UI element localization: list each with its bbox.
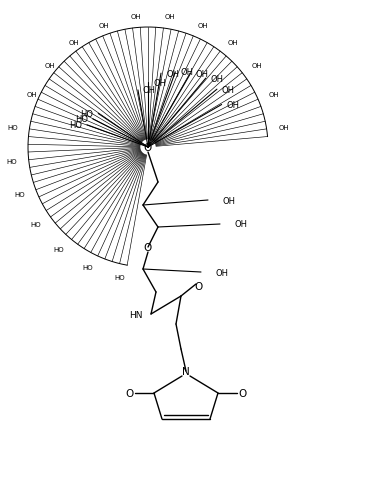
Text: O: O bbox=[125, 388, 133, 398]
Text: OH: OH bbox=[279, 125, 289, 131]
Text: OH: OH bbox=[235, 220, 248, 229]
Text: N: N bbox=[182, 366, 190, 376]
Text: HO: HO bbox=[82, 264, 92, 270]
Text: OH: OH bbox=[227, 39, 238, 46]
Text: OH: OH bbox=[226, 101, 240, 110]
Text: HO: HO bbox=[114, 275, 125, 280]
Text: OH: OH bbox=[195, 70, 209, 79]
Text: OH: OH bbox=[222, 85, 235, 95]
Text: OH: OH bbox=[44, 63, 55, 69]
Text: OH: OH bbox=[180, 68, 194, 77]
Text: O: O bbox=[239, 388, 247, 398]
Text: OH: OH bbox=[143, 86, 156, 95]
Text: OH: OH bbox=[153, 78, 166, 87]
Text: OH: OH bbox=[98, 23, 109, 29]
Text: HO: HO bbox=[7, 125, 17, 131]
Text: HO: HO bbox=[30, 221, 41, 228]
Text: HN: HN bbox=[130, 310, 143, 319]
Text: HO: HO bbox=[6, 159, 17, 165]
Text: OH: OH bbox=[131, 14, 142, 20]
Text: HO: HO bbox=[53, 246, 64, 252]
Text: OH: OH bbox=[223, 196, 236, 205]
Text: O: O bbox=[144, 143, 152, 153]
Text: OH: OH bbox=[166, 70, 179, 78]
Text: OH: OH bbox=[216, 268, 229, 277]
Text: HO: HO bbox=[14, 192, 25, 198]
Text: HO: HO bbox=[75, 115, 88, 124]
Text: OH: OH bbox=[211, 74, 224, 84]
Text: OH: OH bbox=[252, 63, 262, 69]
Text: HO: HO bbox=[80, 110, 93, 119]
Text: O: O bbox=[144, 242, 152, 252]
Text: OH: OH bbox=[165, 14, 176, 20]
Text: HO: HO bbox=[69, 121, 82, 130]
Text: OH: OH bbox=[27, 92, 37, 98]
Text: OH: OH bbox=[198, 23, 208, 29]
Text: O: O bbox=[195, 281, 203, 291]
Text: OH: OH bbox=[69, 39, 79, 46]
Text: OH: OH bbox=[269, 92, 280, 98]
